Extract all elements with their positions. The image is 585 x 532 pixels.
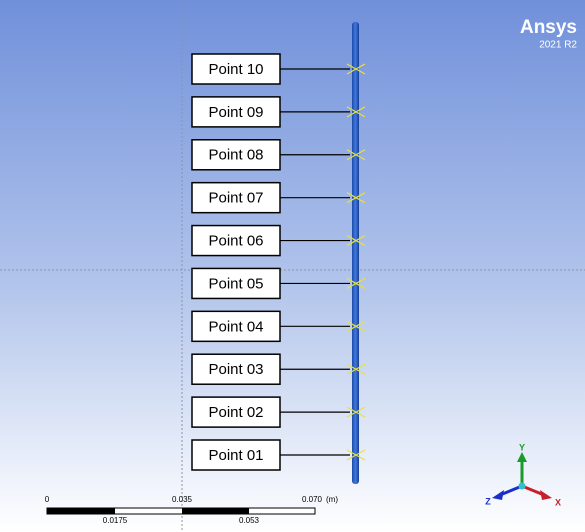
scale-label: 0.053 (239, 516, 260, 525)
probe-label: Point 09 (208, 104, 263, 121)
probe-label: Point 10 (208, 61, 263, 78)
brand-name: Ansys (520, 17, 577, 38)
rod (352, 22, 359, 484)
brand-version: 2021 R2 (539, 40, 577, 51)
scale-segment (182, 508, 249, 514)
scale-label: 0 (45, 495, 50, 504)
probe-label: Point 03 (208, 361, 263, 378)
probe-label: Point 06 (208, 233, 263, 250)
axis-label: Z (485, 496, 491, 506)
scale-label: 0.0175 (103, 516, 128, 525)
axis-label: Y (519, 442, 525, 452)
probe-label: Point 02 (208, 404, 263, 421)
probe-label: Point 07 (208, 190, 263, 207)
background (0, 0, 585, 532)
scale-unit: (m) (326, 495, 338, 504)
scale-label: 0.035 (172, 495, 193, 504)
probe-label: Point 01 (208, 447, 263, 464)
probe-label: Point 05 (208, 275, 263, 292)
scale-label: 0.070 (302, 495, 323, 504)
probe-label: Point 08 (208, 147, 263, 164)
triad-origin (519, 483, 526, 490)
axis-label: X (555, 497, 561, 507)
scale-segment (47, 508, 115, 514)
probe-label: Point 04 (208, 318, 263, 335)
viewport: Ansys 2021 R2 Point 10 Point 09 Point 08 Po… (0, 0, 585, 532)
page: Ansys 2021 R2 Point 10 Point 09 Point 08 Po… (0, 0, 585, 532)
